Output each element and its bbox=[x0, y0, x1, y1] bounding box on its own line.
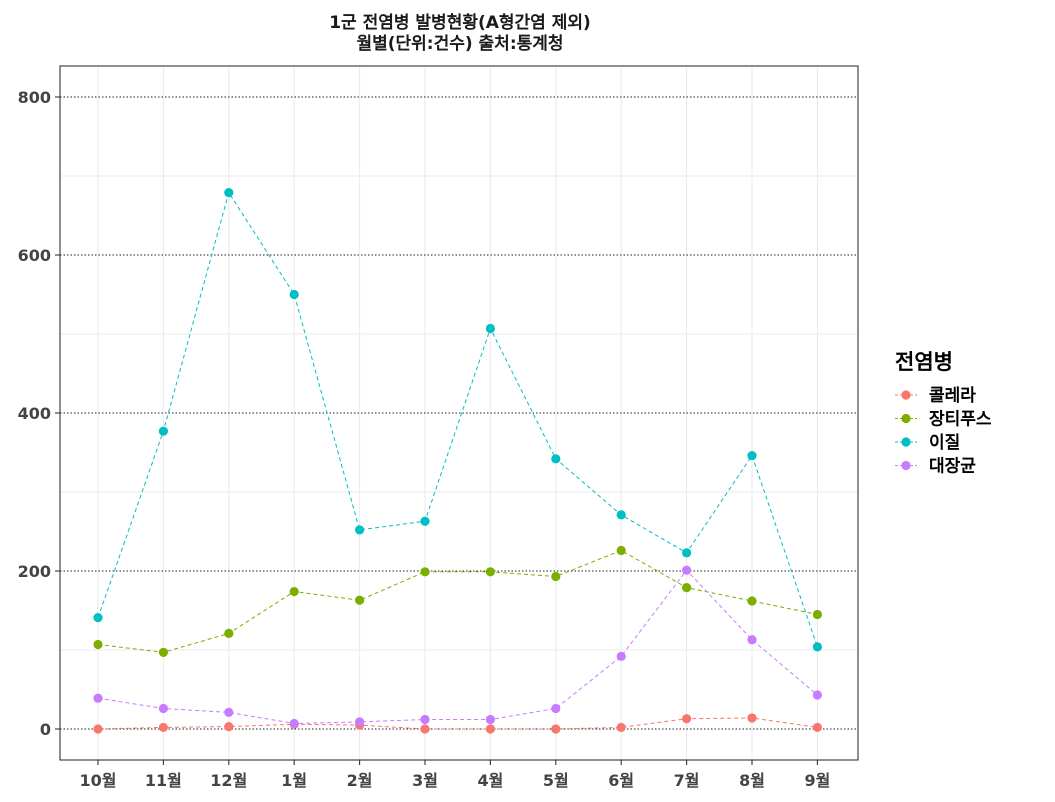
legend-label: 장티푸스 bbox=[929, 410, 992, 430]
legend-label: 대장균 bbox=[929, 457, 976, 477]
series-콜레라 bbox=[93, 713, 823, 734]
data-point bbox=[747, 451, 757, 461]
x-tick-label: 6월 bbox=[608, 771, 634, 790]
data-point bbox=[812, 642, 823, 652]
data-point bbox=[93, 693, 103, 703]
data-point bbox=[158, 426, 168, 436]
data-point bbox=[420, 516, 430, 526]
data-point bbox=[93, 724, 103, 734]
axes: 0 200 400 600 800 10월 11월 12월 1월 2월 3월 4월 5월 6월 7월 8월 9월 bbox=[18, 88, 831, 790]
data-point bbox=[93, 639, 103, 650]
data-point bbox=[812, 609, 823, 620]
y-tick-label: 0 bbox=[40, 720, 51, 739]
legend-item-콜레라: 콜레라 bbox=[895, 386, 976, 406]
x-tick-label: 12월 bbox=[210, 771, 247, 790]
x-tick-label: 10월 bbox=[80, 771, 117, 790]
data-point bbox=[355, 525, 365, 535]
series-line bbox=[97, 191, 818, 648]
data-point bbox=[747, 635, 757, 645]
legend-item-이질: 이질 bbox=[895, 432, 960, 453]
series-line bbox=[97, 549, 818, 653]
chart-title: 1군 전염병 발병현황(A형간염 제외) bbox=[329, 12, 591, 33]
data-point bbox=[420, 724, 430, 734]
series-이질 bbox=[93, 187, 823, 652]
data-point bbox=[812, 690, 823, 700]
grid-lines bbox=[60, 66, 858, 760]
legend-item-장티푸스: 장티푸스 bbox=[895, 410, 992, 430]
data-point bbox=[289, 718, 299, 729]
data-point bbox=[616, 545, 626, 556]
x-tick-label: 5월 bbox=[543, 771, 569, 790]
data-point bbox=[812, 722, 823, 733]
series-대장균 bbox=[93, 565, 823, 729]
data-point bbox=[289, 289, 299, 300]
legend-title: 전염병 bbox=[895, 350, 953, 374]
data-point bbox=[224, 187, 234, 198]
series-line bbox=[97, 569, 818, 724]
data-point bbox=[747, 596, 757, 606]
legend-label: 이질 bbox=[929, 432, 960, 453]
legend-key-point bbox=[901, 460, 911, 471]
x-tick-label: 2월 bbox=[347, 771, 373, 790]
data-point bbox=[616, 722, 626, 733]
data-point bbox=[682, 548, 692, 558]
data-point bbox=[224, 707, 234, 718]
y-tick-label: 800 bbox=[18, 88, 51, 107]
data-point bbox=[682, 582, 692, 593]
y-tick-label: 400 bbox=[18, 404, 51, 423]
data-point bbox=[93, 613, 103, 623]
x-tick-label: 4월 bbox=[477, 771, 503, 790]
x-tick-label: 9월 bbox=[804, 771, 830, 790]
x-tick-label: 11월 bbox=[145, 771, 182, 790]
data-point bbox=[551, 571, 561, 582]
legend-key-point bbox=[901, 390, 911, 400]
legend-item-대장균: 대장균 bbox=[895, 457, 976, 477]
data-point bbox=[158, 647, 168, 657]
data-point bbox=[485, 323, 495, 334]
data-point bbox=[485, 724, 495, 734]
data-point bbox=[682, 565, 692, 575]
series-layer bbox=[93, 187, 823, 734]
legend-key-point bbox=[901, 413, 911, 424]
data-point bbox=[158, 703, 168, 714]
data-point bbox=[682, 714, 692, 724]
data-point bbox=[224, 628, 234, 639]
data-point bbox=[616, 651, 626, 661]
data-point bbox=[616, 510, 626, 520]
x-tick-label: 8월 bbox=[739, 771, 765, 790]
data-point bbox=[158, 722, 168, 733]
data-point bbox=[485, 567, 495, 577]
data-point bbox=[551, 724, 561, 734]
data-point bbox=[420, 567, 430, 577]
series-line bbox=[97, 717, 818, 730]
data-point bbox=[355, 595, 365, 605]
series-장티푸스 bbox=[93, 545, 823, 657]
x-tick-label: 7월 bbox=[674, 771, 700, 790]
data-point bbox=[224, 722, 234, 732]
data-point bbox=[355, 717, 365, 727]
y-tick-label: 200 bbox=[18, 562, 51, 581]
data-point bbox=[289, 586, 299, 597]
data-point bbox=[551, 454, 561, 464]
x-tick-label: 3월 bbox=[412, 771, 438, 790]
y-tick-label: 600 bbox=[18, 246, 51, 265]
x-tick-label: 1월 bbox=[281, 771, 307, 790]
data-point bbox=[551, 703, 561, 714]
data-point bbox=[420, 714, 430, 725]
legend-key-point bbox=[901, 437, 911, 447]
data-point bbox=[747, 713, 757, 723]
data-point bbox=[485, 714, 495, 725]
legend-label: 콜레라 bbox=[929, 386, 976, 406]
chart-subtitle: 월별(단위:건수) 출처:통계청 bbox=[356, 33, 563, 54]
